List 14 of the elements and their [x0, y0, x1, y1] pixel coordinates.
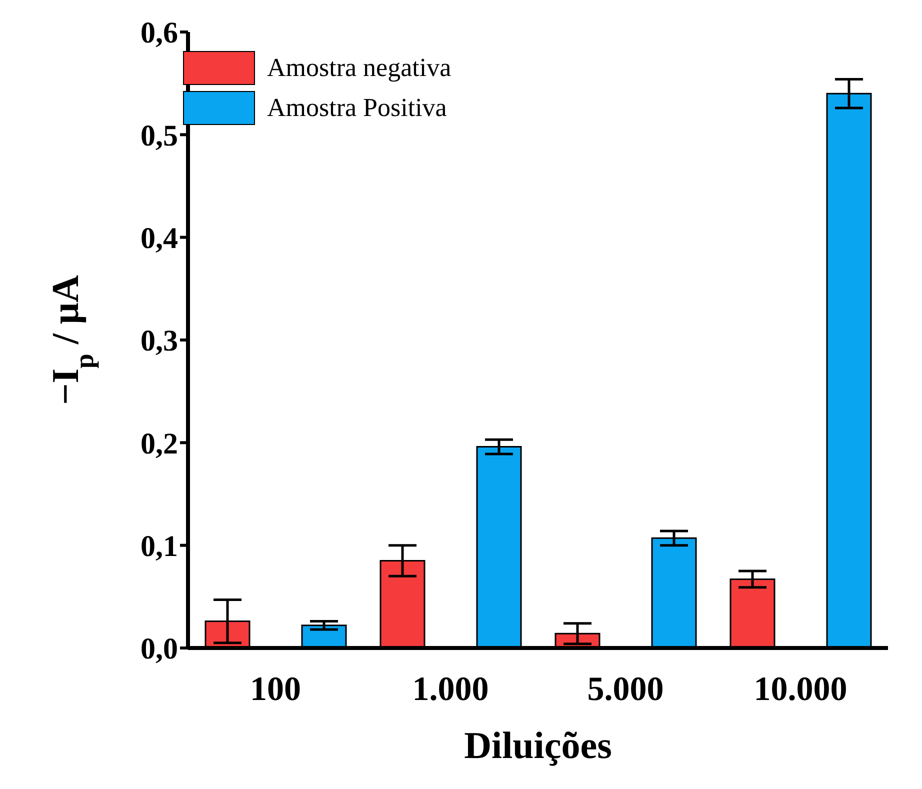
x-tick-label: 10.000 [754, 671, 848, 708]
y-tick-label: 0,5 [140, 119, 178, 152]
legend-label: Amostra negativa [267, 53, 452, 83]
y-tick-label: 0,1 [140, 530, 178, 563]
x-tick-label: 1.000 [412, 671, 489, 708]
y-tick-label: 0,4 [140, 222, 178, 255]
y-tick-label: 0,2 [140, 427, 178, 460]
y-tick-label: 0,6 [140, 16, 178, 50]
y-tick-label: 0,0 [140, 632, 178, 666]
x-tick-label: 5.000 [587, 671, 664, 708]
x-tick-label: 100 [250, 671, 301, 708]
legend-label: Amostra Positiva [267, 93, 447, 123]
y-tick-label: 0,3 [140, 324, 178, 358]
x-axis-title: Diluições [464, 725, 612, 767]
